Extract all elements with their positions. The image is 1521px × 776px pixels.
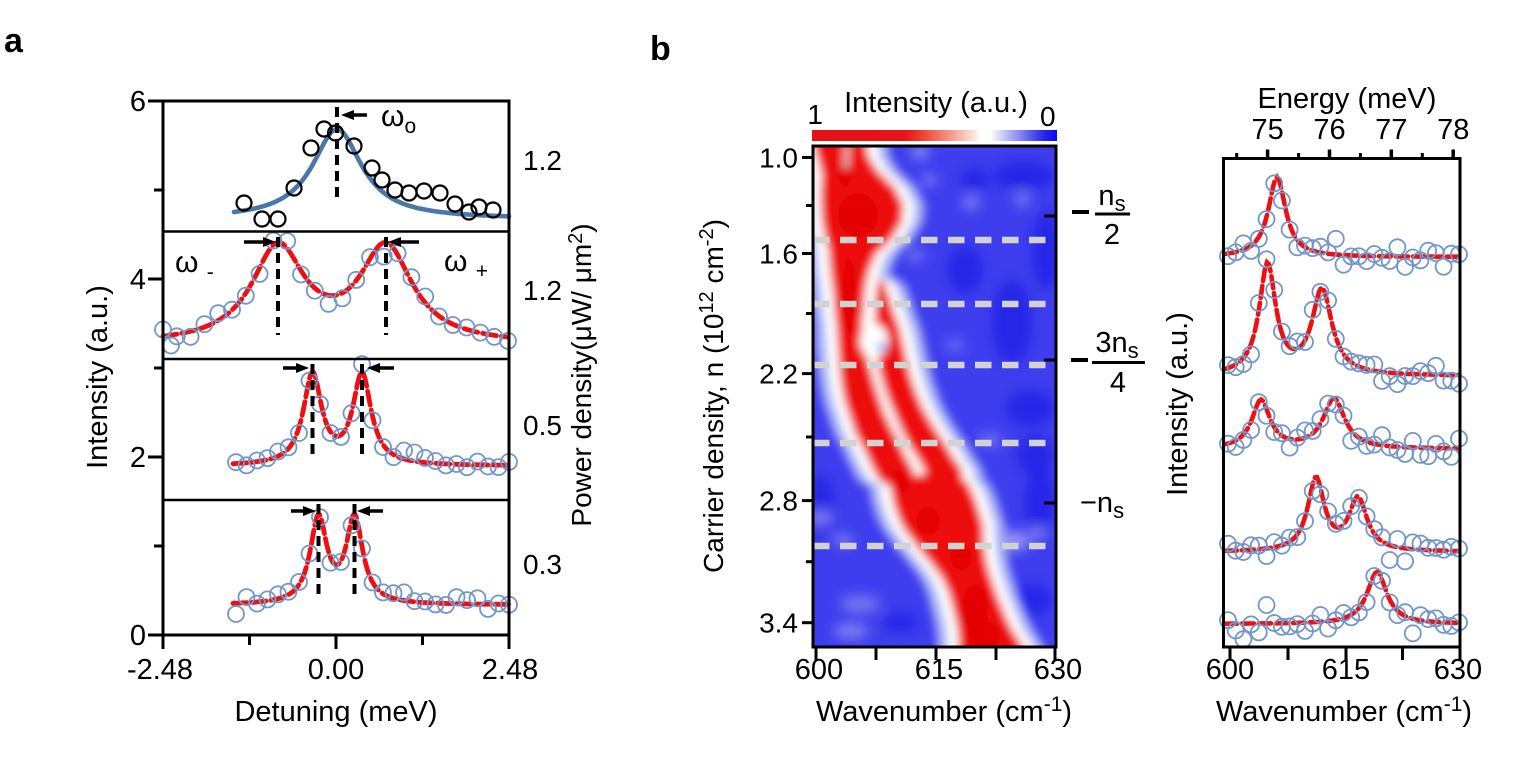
svg-text:1: 1 [807,99,823,130]
svg-text:Wavenumber (cm-1): Wavenumber (cm-1) [816,693,1072,728]
svg-text:600: 600 [795,654,843,686]
svg-text:0.3: 0.3 [523,549,562,580]
svg-text:0: 0 [130,620,146,652]
svg-text:2: 2 [130,442,146,474]
svg-text:2: 2 [1104,219,1120,251]
svg-text:1.2: 1.2 [523,145,562,176]
svg-text:1.6: 1.6 [759,239,798,270]
svg-text:6: 6 [130,86,146,118]
svg-text:630: 630 [1434,654,1482,686]
svg-text:Wavenumber (cm-1): Wavenumber (cm-1) [1216,693,1472,728]
svg-text:−ns: −ns [1080,487,1124,523]
svg-text:b: b [650,30,671,68]
svg-text:600: 600 [1206,654,1254,686]
svg-text:Intensity (a.u.): Intensity (a.u.) [1162,312,1194,496]
svg-text:75: 75 [1251,114,1283,146]
svg-text:Carrier density, n (1012 cm-2): Carrier density, n (1012 cm-2) [696,219,729,573]
svg-text:0: 0 [1040,101,1056,132]
svg-text:Power density(μW/ μm2): Power density(μW/ μm2) [565,223,597,526]
svg-text:3.4: 3.4 [759,608,798,639]
svg-text:2.48: 2.48 [482,654,538,686]
svg-text:Intensity (a.u.): Intensity (a.u.) [82,285,114,469]
svg-text:Energy (meV): Energy (meV) [1258,83,1437,115]
svg-text:78: 78 [1437,114,1469,146]
svg-text:76: 76 [1313,114,1345,146]
svg-text:0.00: 0.00 [308,654,364,686]
svg-text:4: 4 [1110,367,1126,399]
svg-text:a: a [4,22,24,60]
svg-text:2.2: 2.2 [759,359,798,390]
svg-text:77: 77 [1375,114,1407,146]
svg-text:1.2: 1.2 [523,275,562,306]
svg-text:0.5: 0.5 [523,410,562,441]
svg-text:630: 630 [1034,654,1082,686]
svg-text:Intensity (a.u.): Intensity (a.u.) [844,87,1028,119]
svg-text:615: 615 [915,654,963,686]
svg-text:2.8: 2.8 [759,486,798,517]
svg-text:4: 4 [130,264,146,296]
svg-text:-2.48: -2.48 [127,654,193,686]
svg-text:615: 615 [1322,654,1370,686]
svg-text:Detuning (meV): Detuning (meV) [234,696,437,728]
svg-text:1.0: 1.0 [759,143,798,174]
